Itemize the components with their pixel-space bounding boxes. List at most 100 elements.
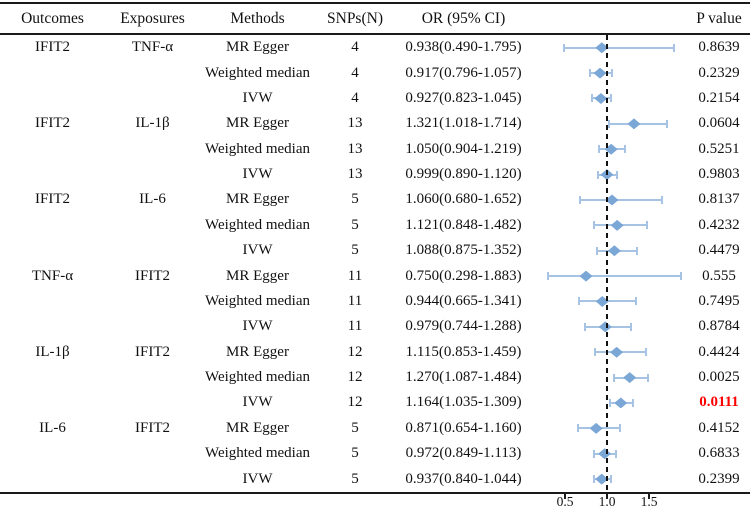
table-row: IVW 13 0.999(0.890-1.120) 0.9803 <box>0 162 750 187</box>
ci-whisker-cap <box>680 272 683 281</box>
or-point-marker <box>593 67 607 79</box>
cell-p-value: 0.5251 <box>698 140 740 157</box>
cell-or-ci: 0.917(0.796-1.057) <box>405 64 522 81</box>
table-row: IL-1β IFIT2 MR Egger 12 1.115(0.853-1.459) 0.… <box>0 340 750 365</box>
forest-plot-cell <box>532 289 688 314</box>
cell-or-ci: 1.088(0.875-1.352) <box>405 242 522 259</box>
table-row: IVW 4 0.927(0.823-1.045) 0.2154 <box>0 86 750 111</box>
cell-outcome: IL-1β <box>35 343 70 360</box>
or-point-marker <box>595 295 609 307</box>
table-row: IL-6 IFIT2 MR Egger 5 0.871(0.654-1.160) 0.41… <box>0 416 750 441</box>
ci-whisker-cap <box>613 373 616 382</box>
cell-p-value: 0.4424 <box>698 343 740 360</box>
cell-snps: 12 <box>347 394 363 411</box>
cell-or-ci: 1.115(0.853-1.459) <box>405 343 522 360</box>
ci-whisker-cap <box>576 424 579 433</box>
ci-whisker-cap <box>646 373 649 382</box>
cell-snps: 11 <box>347 318 363 335</box>
cell-or-ci: 1.270(1.087-1.484) <box>405 369 522 386</box>
cell-method: Weighted median <box>204 369 310 386</box>
cell-or-ci: 0.972(0.849-1.113) <box>405 445 522 462</box>
or-point-marker <box>595 473 609 485</box>
forest-plot-cell <box>532 416 688 441</box>
cell-method: MR Egger <box>226 419 289 436</box>
or-point-marker <box>598 321 612 333</box>
cell-snps: 5 <box>351 191 359 208</box>
cell-snps: 12 <box>347 369 363 386</box>
table-row: Weighted median 5 1.121(0.848-1.482) 0.4232 <box>0 213 750 238</box>
column-header-exposures: Exposures <box>120 9 185 27</box>
cell-method: Weighted median <box>204 140 310 157</box>
table-row: IVW 5 0.937(0.840-1.044) 0.2399 <box>0 466 750 491</box>
cell-p-value: 0.0604 <box>698 115 740 132</box>
x-axis-line <box>0 492 750 494</box>
table-row: IVW 12 1.164(1.035-1.309) 0.0111 <box>0 390 750 415</box>
cell-outcome: IFIT2 <box>35 191 70 208</box>
table-row: Weighted median 5 0.972(0.849-1.113) 0.6833 <box>0 441 750 466</box>
x-axis-tick-label: 0.5 <box>556 494 574 509</box>
or-point-marker <box>610 346 624 358</box>
cell-p-value: 0.2154 <box>698 89 740 106</box>
x-axis-tick <box>606 492 608 499</box>
cell-outcome: TNF-α <box>31 267 74 284</box>
cell-p-value: 0.6833 <box>698 445 740 462</box>
cell-p-value: 0.4232 <box>698 216 740 233</box>
or-point-marker <box>589 422 603 434</box>
cell-snps: 5 <box>351 242 359 259</box>
cell-method: MR Egger <box>226 191 289 208</box>
ci-whisker <box>580 198 662 201</box>
forest-plot-cell <box>532 314 688 339</box>
table-row: Weighted median 12 1.270(1.087-1.484) 0.002… <box>0 365 750 390</box>
or-point-marker <box>607 245 621 257</box>
or-point-marker <box>594 92 608 104</box>
or-point-marker <box>604 143 618 155</box>
cell-or-ci: 0.937(0.840-1.044) <box>405 470 522 487</box>
cell-method: MR Egger <box>226 267 289 284</box>
ci-whisker-cap <box>615 449 618 458</box>
cell-or-ci: 1.060(0.680-1.652) <box>405 191 522 208</box>
cell-p-value: 0.4152 <box>698 419 740 436</box>
cell-outcome: IFIT2 <box>35 115 70 132</box>
ci-whisker-cap <box>660 195 663 204</box>
or-point-marker <box>623 372 637 384</box>
table-row: Weighted median 11 0.944(0.665-1.341) 0.749… <box>0 289 750 314</box>
table-row: IVW 11 0.979(0.744-1.288) 0.8784 <box>0 314 750 339</box>
forest-plot-cell <box>532 238 688 263</box>
or-point-marker <box>598 448 612 460</box>
ci-whisker-cap <box>593 348 596 357</box>
cell-snps: 11 <box>347 292 363 309</box>
forest-plot-cell <box>532 86 688 111</box>
ci-whisker-cap <box>634 297 637 306</box>
ci-whisker-cap <box>592 475 595 484</box>
cell-outcome: IL-6 <box>39 419 66 436</box>
ci-whisker-cap <box>635 246 638 255</box>
cell-snps: 13 <box>347 166 363 183</box>
cell-method: Weighted median <box>204 292 310 309</box>
cell-method: Weighted median <box>204 216 310 233</box>
x-axis-tick <box>648 492 650 499</box>
ci-whisker-cap <box>610 69 613 78</box>
ci-whisker-cap <box>672 43 675 52</box>
forest-plot-cell <box>532 162 688 187</box>
ci-whisker-cap <box>631 398 634 407</box>
forest-plot-cell <box>532 60 688 85</box>
table-rows: IFIT2 TNF-α MR Egger 4 0.938(0.490-1.795) 0.8… <box>0 35 750 492</box>
forest-plot-cell <box>532 466 688 491</box>
cell-p-value: 0.8137 <box>698 191 740 208</box>
cell-or-ci: 0.979(0.744-1.288) <box>405 318 522 335</box>
column-header-p-value: P value <box>696 9 742 27</box>
ci-whisker-cap <box>607 119 610 128</box>
forest-plot-cell <box>532 365 688 390</box>
column-header-snps: SNPs(N) <box>327 9 383 27</box>
cell-p-value: 0.0111 <box>699 394 739 411</box>
table-row: Weighted median 13 1.050(0.904-1.219) 0.525… <box>0 137 750 162</box>
cell-method: MR Egger <box>226 343 289 360</box>
cell-p-value: 0.7495 <box>698 292 740 309</box>
cell-snps: 5 <box>351 419 359 436</box>
cell-or-ci: 0.944(0.665-1.341) <box>405 292 522 309</box>
or-point-marker <box>595 42 609 54</box>
ci-whisker-cap <box>665 119 668 128</box>
cell-method: Weighted median <box>204 445 310 462</box>
cell-method: IVW <box>242 394 273 411</box>
